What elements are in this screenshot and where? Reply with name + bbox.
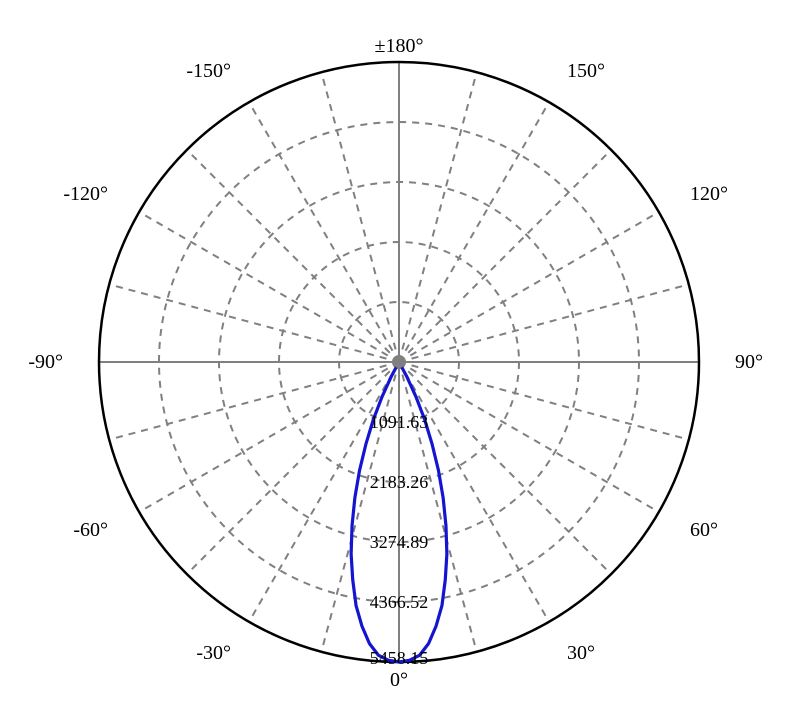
angle-label: -120° xyxy=(63,183,108,205)
radial-tick-label: 2183.26 xyxy=(370,472,429,492)
angle-label: 120° xyxy=(690,183,728,205)
radial-tick-label: 4366.52 xyxy=(370,592,429,612)
angle-label: -90° xyxy=(28,351,63,373)
center-dot xyxy=(393,356,405,368)
angle-label: 30° xyxy=(567,642,595,664)
angle-label: 0° xyxy=(390,669,408,691)
radial-tick-label: 3274.89 xyxy=(370,532,429,552)
angle-label: 90° xyxy=(735,351,763,373)
angle-label: 150° xyxy=(567,60,605,82)
angle-label: -150° xyxy=(186,60,231,82)
angle-label: 60° xyxy=(690,519,718,541)
polar-chart-container: ±180° 150° 120° 90° 60° 30° 0° -30° -60° -90° -120… xyxy=(0,0,798,725)
angle-label: -60° xyxy=(73,519,108,541)
radial-tick-label: 5458.15 xyxy=(370,648,429,668)
polar-chart-svg: ±180° 150° 120° 90° 60° 30° 0° -30° -60° -90° -120… xyxy=(0,0,798,725)
angle-label: -30° xyxy=(196,642,231,664)
angle-label: ±180° xyxy=(375,35,424,57)
radial-tick-label: 1091.63 xyxy=(370,412,429,432)
